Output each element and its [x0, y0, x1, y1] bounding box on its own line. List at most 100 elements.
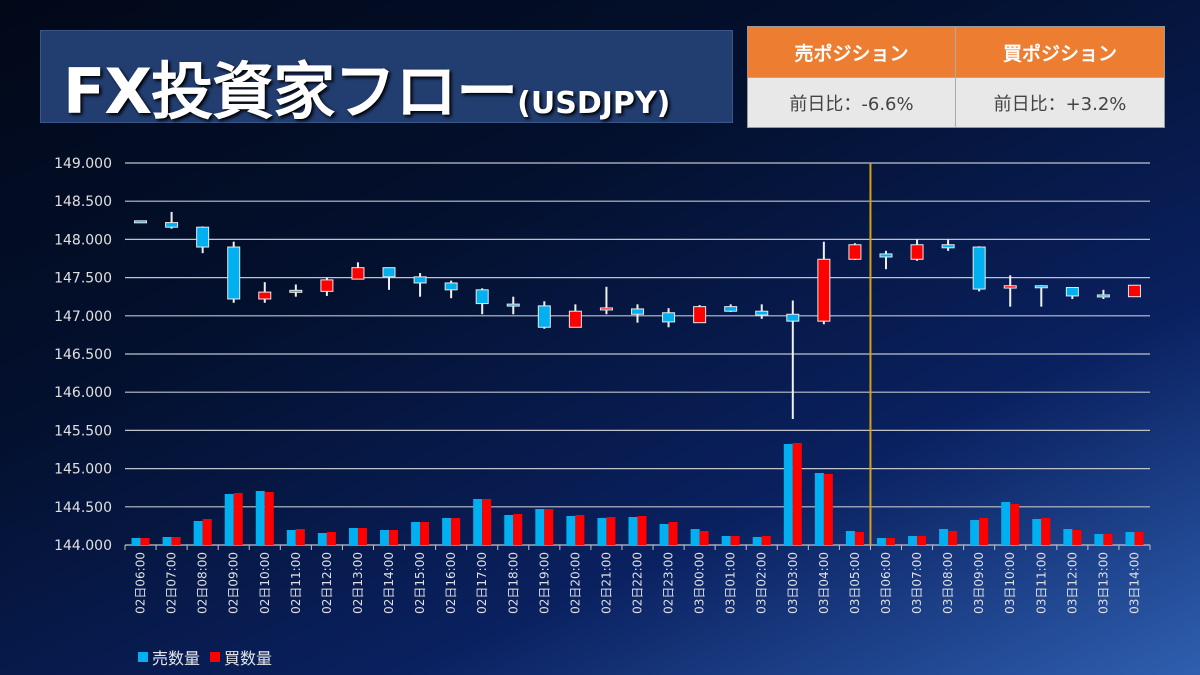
x-tick-label: 02日16:00: [444, 552, 458, 614]
y-tick-label: 146.000: [54, 385, 112, 401]
buy-volume-bar: [823, 474, 833, 545]
bullish-candle: [693, 306, 707, 324]
buy-volume-bar: [917, 536, 927, 545]
y-tick-label: 147.500: [54, 271, 112, 287]
bearish-candle: [475, 289, 489, 305]
legend-label-sell: 売数量: [152, 649, 201, 668]
buy-position-header: 買ポジション: [956, 27, 1164, 77]
x-tick-label: 02日06:00: [134, 552, 148, 614]
bearish-candle: [413, 276, 427, 284]
bullish-candle: [910, 244, 924, 260]
sell-volume-bar: [566, 516, 576, 545]
y-tick-label: 148.500: [54, 194, 112, 210]
bullish-candle: [320, 279, 334, 292]
bearish-candle: [537, 305, 551, 328]
buy-volume-bar: [668, 522, 678, 545]
buy-position-change: 前日比：+3.2%: [956, 77, 1164, 127]
buy-volume-bar: [1072, 530, 1082, 545]
sell-volume-bar: [876, 538, 886, 545]
buy-volume-bar: [326, 532, 336, 545]
sell-volume-bar: [659, 524, 669, 545]
sell-volume-bar: [1125, 532, 1135, 545]
bearish-candle: [444, 282, 458, 291]
sell-volume-bar: [131, 538, 141, 545]
x-tick-label: 02日23:00: [662, 552, 676, 614]
buy-volume-bar: [1103, 534, 1113, 545]
buy-volume-bar: [948, 531, 958, 545]
bearish-candle: [631, 308, 644, 315]
x-tick-label: 03日11:00: [1034, 552, 1048, 614]
x-tick-label: 02日14:00: [382, 552, 396, 614]
x-tick-label: 02日21:00: [599, 552, 613, 614]
bullish-candle: [848, 244, 862, 260]
buy-volume-bar: [264, 492, 274, 545]
bullish-candle: [599, 307, 613, 311]
sell-position-header: 売ポジション: [748, 27, 956, 77]
x-tick-label: 02日19:00: [537, 552, 551, 614]
title-pair: (USDJPY): [517, 86, 671, 121]
bearish-candle: [941, 244, 955, 249]
sell-volume-bar: [783, 444, 793, 545]
buy-volume-bar: [637, 516, 647, 545]
x-tick-label: 02日13:00: [351, 552, 365, 614]
sell-volume-bar: [721, 536, 731, 545]
x-tick-label: 03日00:00: [693, 552, 707, 614]
sell-volume-bar: [286, 530, 296, 545]
buy-volume-bar: [979, 518, 989, 545]
sell-volume-bar: [845, 531, 855, 545]
sell-volume-bar: [1063, 529, 1073, 545]
x-tick-label: 03日02:00: [755, 552, 769, 614]
buy-volume-bar: [233, 493, 243, 545]
sell-volume-bar: [380, 530, 390, 545]
buy-volume-bar: [202, 519, 212, 545]
sell-volume-bar: [535, 509, 545, 545]
buy-volume-bar: [357, 528, 367, 545]
x-tick-label: 03日04:00: [817, 552, 831, 614]
sell-volume-bar: [970, 520, 980, 545]
x-tick-label: 02日11:00: [289, 552, 303, 614]
buy-volume-bar: [389, 530, 399, 545]
buy-volume-bar: [140, 538, 150, 545]
sell-volume-bar: [1032, 519, 1042, 545]
bearish-candle: [165, 222, 179, 228]
bearish-candle: [879, 253, 893, 258]
x-tick-label: 03日07:00: [910, 552, 924, 614]
x-tick-label: 02日18:00: [506, 552, 520, 614]
sell-volume-bar: [348, 528, 358, 545]
buy-volume-bar: [1134, 532, 1144, 545]
buy-volume-bar: [854, 532, 864, 545]
x-tick-label: 03日01:00: [724, 552, 738, 614]
sell-volume-bar: [690, 529, 700, 545]
sell-volume-bar: [411, 522, 421, 545]
buy-volume-bar: [451, 518, 461, 545]
buy-volume-bar: [544, 509, 554, 545]
x-tick-label: 02日22:00: [631, 552, 645, 614]
x-tick-label: 02日17:00: [475, 552, 489, 614]
bearish-candle: [755, 310, 769, 316]
sell-volume-bar: [193, 521, 203, 545]
buy-volume-bar: [171, 537, 181, 545]
sell-volume-bar: [939, 529, 949, 545]
buy-volume-bar: [420, 522, 430, 545]
legend: 売数量 買数量: [138, 645, 272, 669]
x-tick-label: 02日20:00: [568, 552, 582, 614]
buy-volume-bar: [730, 536, 740, 545]
buy-volume-bar: [699, 531, 709, 545]
bearish-candle: [134, 220, 148, 224]
x-tick-label: 02日15:00: [413, 552, 427, 614]
y-tick-label: 145.000: [54, 462, 112, 478]
title-text: FX投資家フロー: [63, 55, 518, 128]
buy-volume-bar: [1041, 518, 1051, 545]
bearish-candle: [196, 226, 210, 248]
sell-position-change: 前日比：-6.6%: [748, 77, 956, 127]
bullish-candle: [258, 291, 272, 300]
bullish-candle: [568, 310, 582, 328]
x-tick-label: 03日09:00: [972, 552, 986, 614]
x-tick-label: 03日12:00: [1065, 552, 1079, 614]
buy-volume-bar: [885, 538, 895, 545]
title-banner: FX投資家フロー(USDJPY): [40, 30, 733, 128]
sell-volume-bar: [597, 518, 607, 545]
x-tick-label: 03日14:00: [1127, 552, 1141, 614]
legend-label-buy: 買数量: [224, 649, 273, 668]
sell-volume-bar: [814, 473, 824, 545]
